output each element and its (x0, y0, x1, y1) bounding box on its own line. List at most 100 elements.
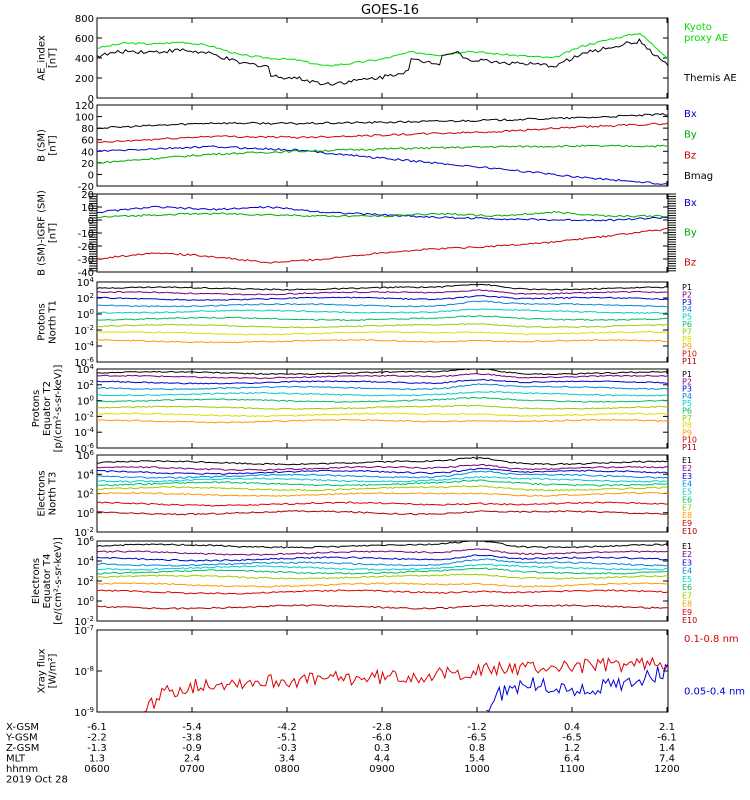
series-line-0.1-0.8-nm (143, 656, 669, 713)
series-line-E4 (96, 470, 669, 479)
footer-value: -6.0 (372, 733, 392, 744)
footer-value: -6.1 (87, 722, 107, 733)
legend-item: P3 (682, 385, 692, 394)
footer-value: -1.3 (87, 743, 107, 754)
series-line-P7 (96, 404, 669, 410)
legend-item: E2 (682, 464, 692, 473)
y-tick-label: -40 (78, 268, 94, 279)
legend-item: E3 (682, 558, 692, 567)
legend: 0.1-0.8 nm 0.05-0.4 nm (684, 634, 745, 698)
panel-frame (96, 193, 669, 273)
footer-value: 7.4 (659, 754, 675, 765)
legend-item: E5 (682, 488, 692, 497)
y-axis-label-line: North T1 (48, 300, 59, 344)
series-line-P3 (96, 378, 669, 385)
legend: Bx By Bz (684, 198, 697, 268)
series-line-E7 (97, 573, 669, 580)
panel-7: 10-2 100 102 104 106 Electrons Equator T4 [e/(c… (31, 535, 697, 628)
footer-value: 2.4 (184, 754, 200, 765)
y-tick-label: 20 (81, 190, 94, 201)
legend-item: P4 (682, 305, 692, 314)
legend-item: Kyoto (684, 22, 712, 33)
legend-item: E5 (682, 575, 692, 584)
panel-8: 10-9 10-8 10-7 Xray flux [W/m²] 0.1-0.8 nm 0.0… (37, 624, 746, 719)
y-tick-label: 60 (81, 136, 94, 147)
series-line-E5 (96, 475, 669, 483)
legend-item: E9 (682, 608, 692, 617)
footer-value: 2.1 (659, 722, 675, 733)
footer-value: 1000 (464, 764, 489, 775)
series-line-E1 (96, 456, 669, 466)
legend-item: P6 (682, 320, 692, 329)
legend-item: E10 (682, 616, 697, 625)
y-tick-label: -20 (78, 242, 94, 253)
legend-item: Bmag (684, 171, 713, 182)
y-axis-label-line: B (SM)-IGRF (SM) (37, 190, 48, 276)
y-axis-label-line: North T3 (48, 472, 59, 516)
footer-ephemeris: X-GSM -6.1 -5.4 -4.2 -2.8 -1.2 0.4 2.1 Y-GSM -2.2… (5, 722, 680, 786)
legend-item: P2 (682, 290, 692, 299)
legend-item: P6 (682, 407, 692, 416)
legend-item: E4 (682, 567, 692, 576)
footer-date: 2019 Oct 28 (6, 775, 68, 786)
footer-value: -1.2 (467, 722, 487, 733)
footer-row-label: Y-GSM (5, 733, 38, 744)
y-tick-label: 0 (88, 170, 94, 181)
footer-value: 0.8 (469, 743, 485, 754)
y-axis-label: Protons North T1 (37, 300, 59, 344)
y-tick-label: 102 (77, 379, 94, 392)
footer-value: 0600 (84, 764, 109, 775)
y-tick-label: 0 (88, 216, 94, 227)
y-axis-label: AE_index [nT] (37, 35, 59, 81)
series-line-P5 (96, 390, 669, 397)
footer-value: 0700 (179, 764, 204, 775)
footer-value: 0.3 (374, 743, 390, 754)
y-axis-label: Electrons North T3 (37, 470, 59, 516)
legend-item: E4 (682, 480, 692, 489)
series-line-P9 (96, 418, 669, 424)
footer-value: 6.4 (564, 754, 580, 765)
y-tick-label: 10 (81, 203, 94, 214)
y-tick-label: 20 (81, 159, 94, 170)
y-axis-label: B (SM) [nT] (37, 129, 59, 162)
y-tick-label: 104 (77, 363, 95, 376)
legend-item: P11 (682, 443, 697, 452)
footer-value: 1.2 (564, 743, 580, 754)
footer-row-label: hhmm (6, 764, 38, 775)
y-tick-label: 400 (75, 54, 94, 65)
panel-frame (96, 17, 669, 99)
series-line-E3 (97, 467, 669, 475)
series-line-E9 (96, 501, 669, 507)
footer-value: 5.4 (469, 754, 485, 765)
footer-value: 0.4 (564, 722, 580, 733)
legend-item: P10 (682, 436, 697, 445)
y-axis-label-line: [p/(cm²-s-sr-keV)] (53, 365, 64, 453)
y-tick-label: 100 (77, 308, 94, 321)
y-tick-label: 102 (77, 575, 94, 588)
legend-item: E7 (682, 591, 692, 600)
y-axis-label-line: [W/m²] (48, 653, 59, 688)
series-line-P8 (96, 330, 669, 336)
legend-item: E8 (682, 511, 692, 520)
legend-item: E6 (682, 495, 692, 504)
footer-value: -4.2 (277, 722, 297, 733)
y-tick-label: 106 (77, 535, 95, 548)
legend-item: P5 (682, 399, 692, 408)
series-line-E1 (96, 540, 668, 549)
y-tick-label: 40 (81, 147, 94, 158)
series-line-P2 (96, 372, 669, 380)
series-line-E4 (96, 558, 669, 567)
series-line-E5 (96, 563, 669, 571)
y-tick-label: 10-2 (74, 526, 94, 539)
footer-value: 3.4 (279, 754, 295, 765)
legend-item: E3 (682, 472, 692, 481)
y-axis-label-line: Xray flux (37, 649, 48, 694)
footer-value: -6.5 (562, 733, 582, 744)
legend-item: By (684, 228, 697, 239)
series-line-Bmag (96, 113, 669, 130)
